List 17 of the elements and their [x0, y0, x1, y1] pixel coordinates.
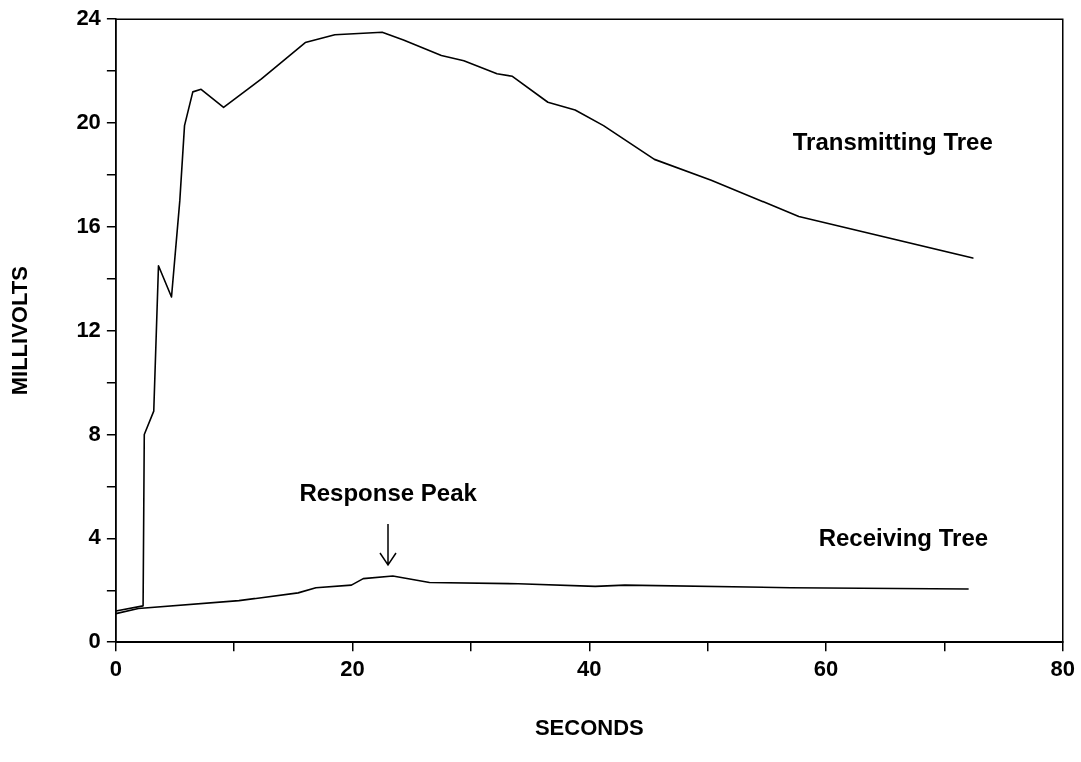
- y-tick-label: 8: [88, 420, 101, 446]
- x-tick-label: 0: [109, 656, 122, 682]
- x-axis-title: SECONDS: [534, 714, 644, 740]
- series-label: Receiving Tree: [818, 523, 989, 551]
- y-tick-label: 0: [88, 628, 101, 654]
- x-tick-label: 40: [577, 656, 602, 682]
- y-tick-label: 12: [76, 316, 101, 342]
- text: Transmitting Tree: [792, 127, 993, 155]
- y-tick-label: 24: [76, 5, 102, 31]
- x-tick-label: 80: [1050, 656, 1076, 682]
- x-tick-label: 60: [813, 656, 839, 682]
- y-axis-title: MILLIVOLTS: [7, 266, 33, 396]
- x-tick-label: 20: [340, 656, 365, 682]
- y-tick-label: 16: [76, 212, 101, 238]
- y-tick-label: 4: [88, 524, 102, 550]
- y-tick-label: 20: [76, 109, 101, 135]
- annotation: Response Peak: [299, 479, 478, 507]
